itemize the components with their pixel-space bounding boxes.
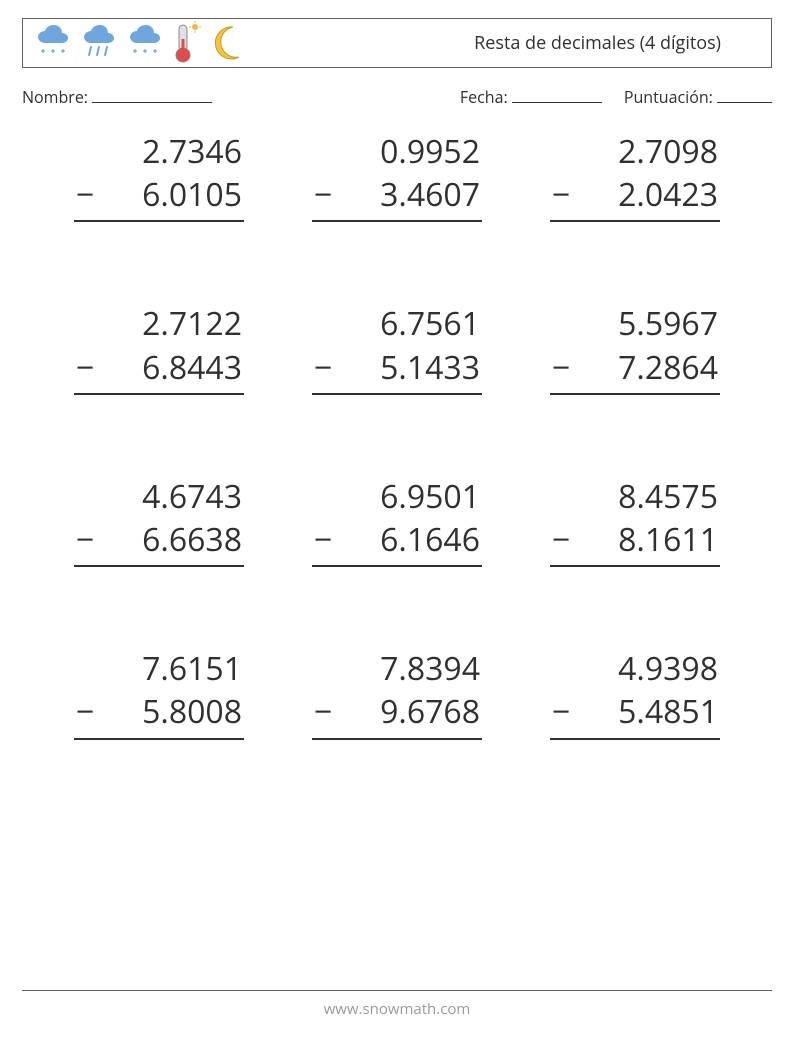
footer-url: www.snowmath.com [324, 999, 471, 1019]
subtrahend: 5.8008 [142, 690, 242, 733]
subtrahend-row: − 5.8008 [74, 690, 244, 739]
minus-sign: − [76, 173, 94, 216]
minus-sign: − [552, 518, 570, 561]
meta-row: Nombre: Fecha: Puntuación: [22, 86, 772, 108]
problem: 2.7122− 6.8443 [74, 302, 244, 394]
minuend: 2.7346 [74, 130, 244, 173]
minuend: 2.7122 [74, 302, 244, 345]
problem: 5.5967− 7.2864 [550, 302, 720, 394]
cloud-snow-icon [33, 23, 73, 63]
minus-sign: − [552, 690, 570, 733]
problem: 7.8394− 9.6768 [312, 647, 482, 739]
subtrahend: 2.0423 [618, 173, 718, 216]
minus-sign: − [76, 346, 94, 389]
minuend: 6.9501 [312, 475, 482, 518]
minuend: 7.6151 [74, 647, 244, 690]
problems-grid: 2.7346−6.01050.9952−3.46072.7098−2.04232… [22, 130, 772, 740]
minus-sign: − [552, 173, 570, 216]
subtrahend: 6.8443 [142, 346, 242, 389]
minuend: 4.9398 [550, 647, 720, 690]
subtrahend-row: − 6.8443 [74, 346, 244, 395]
minuend: 5.5967 [550, 302, 720, 345]
worksheet-header: Resta de decimales (4 dígitos) [22, 18, 772, 68]
problem: 6.7561− 5.1433 [312, 302, 482, 394]
minuend: 6.7561 [312, 302, 482, 345]
subtrahend: 3.4607 [380, 173, 480, 216]
subtrahend-row: − 2.0423 [550, 173, 720, 222]
minuend: 0.9952 [312, 130, 482, 173]
minus-sign: − [552, 346, 570, 389]
subtrahend: 6.0105 [142, 173, 242, 216]
subtrahend: 9.6768 [380, 690, 480, 733]
date-label: Fecha: [460, 86, 508, 108]
header-icons [33, 21, 243, 65]
worksheet-title: Resta de decimales (4 dígitos) [474, 31, 761, 55]
cloud-snow-icon [125, 23, 165, 63]
score-label: Puntuación: [624, 86, 713, 108]
moon-icon [207, 23, 243, 63]
minus-sign: − [314, 346, 332, 389]
subtrahend-row: − 7.2864 [550, 346, 720, 395]
minus-sign: − [314, 518, 332, 561]
subtrahend: 8.1611 [618, 518, 718, 561]
date-line [512, 88, 602, 103]
subtrahend-row: − 6.6638 [74, 518, 244, 567]
minuend: 7.8394 [312, 647, 482, 690]
problem: 7.6151− 5.8008 [74, 647, 244, 739]
subtrahend: 5.4851 [618, 690, 718, 733]
minuend: 4.6743 [74, 475, 244, 518]
subtrahend-row: − 6.1646 [312, 518, 482, 567]
subtrahend-row: − 3.4607 [312, 173, 482, 222]
problem: 2.7098− 2.0423 [550, 130, 720, 222]
subtrahend-row: − 9.6768 [312, 690, 482, 739]
thermometer-sun-icon [171, 21, 201, 65]
subtrahend-row: − 5.1433 [312, 346, 482, 395]
minus-sign: − [76, 690, 94, 733]
minuend: 2.7098 [550, 130, 720, 173]
subtrahend-row: − 5.4851 [550, 690, 720, 739]
minus-sign: − [314, 173, 332, 216]
minus-sign: − [76, 518, 94, 561]
minuend: 8.4575 [550, 475, 720, 518]
subtrahend: 5.1433 [380, 346, 480, 389]
subtrahend-row: − 6.0105 [74, 173, 244, 222]
cloud-rain-icon [79, 23, 119, 63]
subtrahend: 6.1646 [380, 518, 480, 561]
problem: 0.9952− 3.4607 [312, 130, 482, 222]
name-line [92, 88, 212, 103]
score-line [717, 88, 772, 103]
problem: 4.6743− 6.6638 [74, 475, 244, 567]
problem: 6.9501− 6.1646 [312, 475, 482, 567]
subtrahend: 7.2864 [618, 346, 718, 389]
subtrahend: 6.6638 [142, 518, 242, 561]
problem: 8.4575− 8.1611 [550, 475, 720, 567]
problem: 4.9398− 5.4851 [550, 647, 720, 739]
footer: www.snowmath.com [22, 990, 772, 1019]
name-label: Nombre: [22, 86, 88, 108]
problem: 2.7346− 6.0105 [74, 130, 244, 222]
subtrahend-row: − 8.1611 [550, 518, 720, 567]
minus-sign: − [314, 690, 332, 733]
